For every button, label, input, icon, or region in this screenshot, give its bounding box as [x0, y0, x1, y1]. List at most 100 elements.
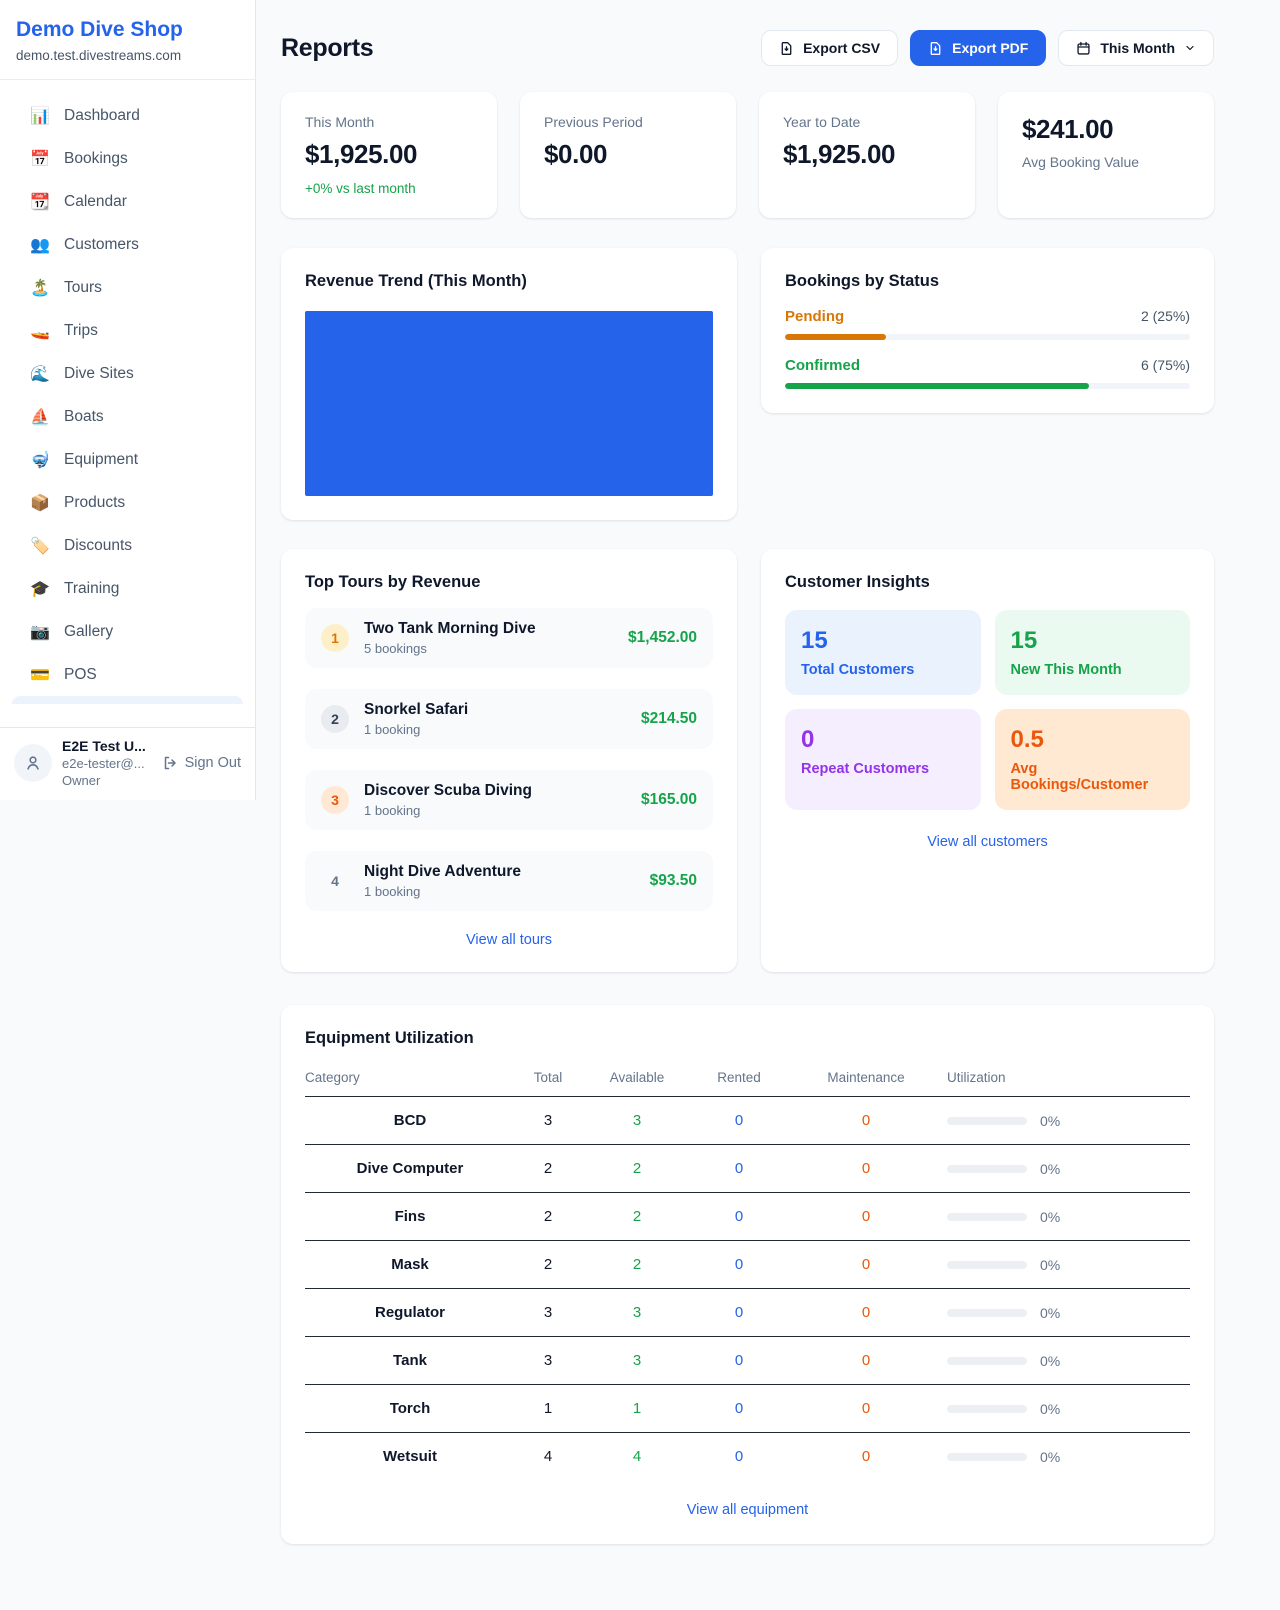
tour-amount: $165.00	[640, 791, 697, 808]
tour-row: 1 Two Tank Morning Dive 5 bookings $1,45…	[305, 608, 713, 668]
sidebar-item-pos[interactable]: 💳 POS	[0, 653, 255, 696]
sidebar-item-dive-sites[interactable]: 🌊 Dive Sites	[0, 352, 255, 395]
insight-label: Total Customers	[801, 662, 915, 678]
cell-utilization: 0%	[947, 1240, 1190, 1289]
bookings-by-status-card: Bookings by Status Pending 2 (25%) Confi…	[761, 248, 1214, 413]
cell-rented: 0	[693, 1240, 785, 1289]
stat-card-avg-booking-value: $241.00 Avg Booking Value	[998, 92, 1214, 218]
col-header-utilization: Utilization	[947, 1062, 1190, 1097]
export-pdf-button[interactable]: Export PDF	[910, 30, 1047, 66]
revenue-trend-bar-chart	[305, 311, 713, 496]
tour-name: Discover Scuba Diving	[364, 782, 532, 799]
insight-value: 15	[1010, 627, 1038, 654]
person-icon	[27, 756, 39, 770]
insight-tile-total-customers: 15 Total Customers	[785, 610, 981, 695]
file-download-icon	[930, 41, 941, 55]
stat-card-previous-period: Previous Period $0.00	[520, 92, 736, 218]
top-tours-title: Top Tours by Revenue	[305, 573, 481, 591]
utilization-text: 0%	[1040, 1256, 1061, 1273]
sidebar-item-tours[interactable]: 🏝️ Tours	[0, 266, 255, 309]
insight-value: 0.5	[1010, 726, 1044, 753]
utilization-text: 0%	[1040, 1112, 1061, 1129]
cell-utilization: 0%	[947, 1192, 1190, 1241]
col-header-rented: Rented	[693, 1062, 785, 1097]
tour-rank-badge: 4	[331, 873, 339, 889]
cell-available: 2	[581, 1192, 693, 1241]
customer-insights-card: Customer Insights 15 Total Customers 15 …	[761, 549, 1214, 972]
sign-out-label: Sign Out	[184, 755, 241, 771]
header-actions: Export CSV Export PDF This Month	[761, 30, 1214, 66]
cell-available: 4	[632, 1448, 642, 1465]
revenue-trend-card: Revenue Trend (This Month)	[281, 248, 737, 520]
sidebar-nav: 📊 Dashboard 📅 Bookings 📆 Calendar 👥 Cust…	[0, 80, 255, 727]
stat-value: $0.00	[544, 139, 608, 169]
status-bar-track	[785, 334, 1190, 340]
utilization-text: 0%	[1040, 1208, 1061, 1225]
lists-row: Top Tours by Revenue 1 Two Tank Morning …	[281, 549, 1214, 972]
sidebar-item-active-partial[interactable]	[12, 696, 243, 704]
sidebar-item-boats[interactable]: ⛵ Boats	[0, 395, 255, 438]
utilization-bar	[947, 1116, 1027, 1125]
cell-category: Regulator	[305, 1288, 515, 1337]
cell-category: Mask	[305, 1240, 515, 1289]
tour-bookings: 1 booking	[364, 803, 421, 818]
stat-label: This Month	[305, 114, 375, 130]
tour-rank-badge: 1	[321, 624, 349, 652]
cell-utilization: 0%	[947, 1144, 1190, 1193]
sidebar-item-bookings[interactable]: 📅 Bookings	[0, 137, 255, 180]
view-all-equipment-link[interactable]: View all equipment	[686, 1502, 809, 1518]
tour-amount: $214.50	[640, 710, 697, 727]
cell-category: Dive Computer	[305, 1144, 515, 1193]
cell-utilization: 0%	[947, 1433, 1190, 1481]
view-all-tours-link[interactable]: View all tours	[466, 932, 552, 948]
cell-maintenance: 0	[785, 1384, 947, 1433]
col-header-category: Category	[305, 1062, 515, 1097]
tour-amount: $93.50	[649, 872, 697, 889]
cell-maintenance: 0	[785, 1144, 947, 1193]
sidebar-item-products[interactable]: 📦 Products	[0, 481, 255, 524]
customer-insights-title: Customer Insights	[785, 573, 930, 591]
view-all-customers-link[interactable]: View all customers	[927, 834, 1048, 850]
sailboat-icon: ⛵	[30, 408, 50, 426]
cell-available: 2	[581, 1144, 693, 1193]
sidebar-item-customers[interactable]: 👥 Customers	[0, 223, 255, 266]
cell-total: 1	[515, 1384, 581, 1433]
status-bar-track	[785, 383, 1190, 389]
graduation-cap-icon: 🎓	[30, 580, 50, 598]
camera-icon: 📷	[30, 623, 50, 641]
utilization-text: 0%	[1040, 1304, 1061, 1321]
export-csv-label: Export CSV	[803, 40, 881, 56]
utilization-bar	[947, 1212, 1027, 1221]
equipment-row: Fins 2 2 0 0 0%	[305, 1192, 1190, 1241]
sidebar-item-dashboard[interactable]: 📊 Dashboard	[0, 94, 255, 137]
stat-value: $1,925.00	[305, 139, 418, 169]
sidebar-item-trips[interactable]: 🚤 Trips	[0, 309, 255, 352]
sidebar-item-discounts[interactable]: 🏷️ Discounts	[0, 524, 255, 567]
cell-total: 2	[515, 1144, 581, 1193]
file-download-icon	[781, 41, 792, 55]
sidebar-item-label: Products	[64, 493, 126, 511]
utilization-text: 0%	[1040, 1160, 1061, 1177]
sidebar-item-label: Trips	[64, 321, 98, 339]
charts-row: Revenue Trend (This Month) Bookings by S…	[281, 248, 1214, 520]
sidebar-item-training[interactable]: 🎓 Training	[0, 567, 255, 610]
insight-value: 0	[801, 726, 815, 753]
credit-card-icon: 💳	[30, 666, 50, 684]
top-tours-card: Top Tours by Revenue 1 Two Tank Morning …	[281, 549, 737, 972]
utilization-bar	[947, 1164, 1027, 1173]
sidebar-item-equipment[interactable]: 🤿 Equipment	[0, 438, 255, 481]
stat-delta: +0% vs last month	[305, 181, 416, 196]
sidebar-item-calendar[interactable]: 📆 Calendar	[0, 180, 255, 223]
stat-value: $241.00	[1022, 114, 1114, 144]
cell-category: BCD	[305, 1096, 515, 1145]
revenue-trend-title: Revenue Trend (This Month)	[305, 272, 527, 290]
sidebar-item-label: Customers	[64, 235, 139, 253]
sidebar-item-label: Tours	[64, 278, 102, 296]
sidebar-item-gallery[interactable]: 📷 Gallery	[0, 610, 255, 653]
equipment-row: Dive Computer 2 2 0 0 0%	[305, 1144, 1190, 1193]
col-header-maintenance: Maintenance	[785, 1062, 947, 1097]
period-selector[interactable]: This Month	[1058, 30, 1214, 66]
equipment-row: Torch 1 1 0 0 0%	[305, 1384, 1190, 1433]
sign-out-button[interactable]: Sign Out	[162, 755, 241, 771]
export-csv-button[interactable]: Export CSV	[761, 30, 899, 66]
